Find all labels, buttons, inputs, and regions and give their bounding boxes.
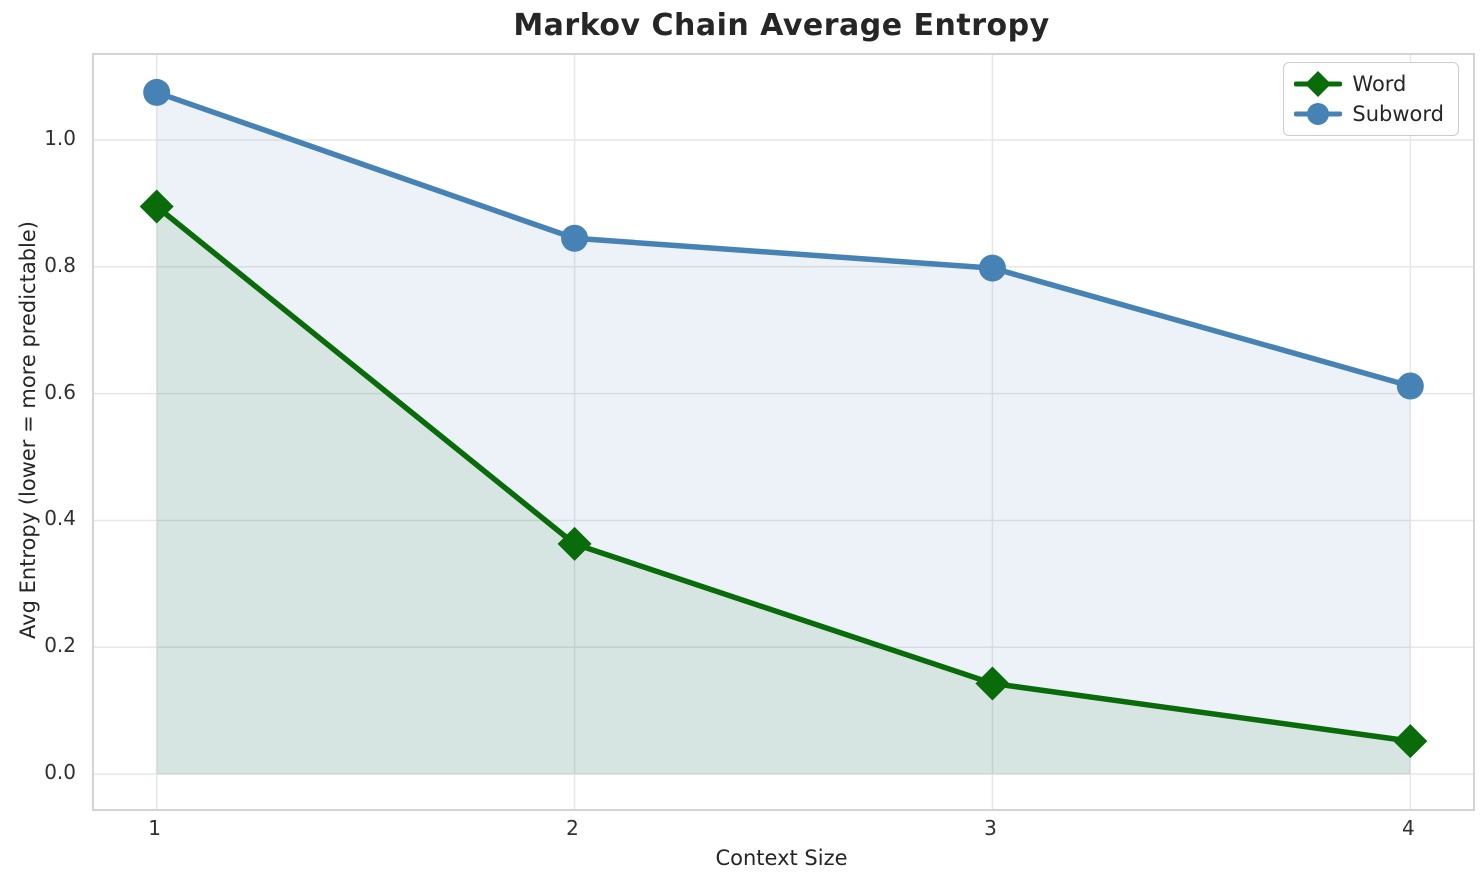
x-axis-label: Context Size (715, 846, 848, 870)
y-tick-label: 0.0 (44, 760, 76, 785)
marker-word (975, 666, 1010, 701)
line-word (153, 203, 1414, 744)
y-tick-label: 0.2 (44, 633, 76, 658)
marker-word (139, 189, 174, 224)
plot-canvas (94, 55, 1473, 809)
marker-subword (143, 78, 171, 106)
legend-diamond-icon (1294, 71, 1343, 97)
legend: Word Subword (1283, 62, 1459, 136)
y-tick-label: 1.0 (44, 125, 76, 150)
area-fill-word (156, 206, 1411, 775)
x-tick-label: 2 (566, 816, 579, 840)
y-tick-label: 0.4 (44, 506, 76, 531)
x-tick-label: 4 (1401, 816, 1415, 840)
y-tick-label: 0.8 (44, 252, 76, 277)
marker-word (557, 526, 592, 561)
marker-subword (1396, 372, 1424, 400)
legend-item-subword: Subword (1294, 100, 1444, 128)
y-tick-label: 0.6 (44, 379, 76, 404)
chart-title: Markov Chain Average Entropy (513, 8, 1050, 43)
legend-label: Word (1352, 72, 1407, 96)
plot-area (92, 53, 1475, 811)
line-subword (153, 89, 1414, 389)
legend-label: Subword (1352, 102, 1444, 126)
x-tick-label: 3 (984, 816, 997, 840)
marker-subword (561, 224, 589, 252)
legend-circle-icon (1294, 103, 1343, 125)
x-tick-label: 1 (148, 816, 162, 840)
marker-word (1393, 724, 1428, 759)
legend-item-word: Word (1294, 70, 1444, 98)
y-axis-label: Avg Entropy (lower = more predictable) (16, 221, 40, 639)
marker-subword (978, 254, 1006, 282)
area-fill-subword (156, 92, 1411, 775)
